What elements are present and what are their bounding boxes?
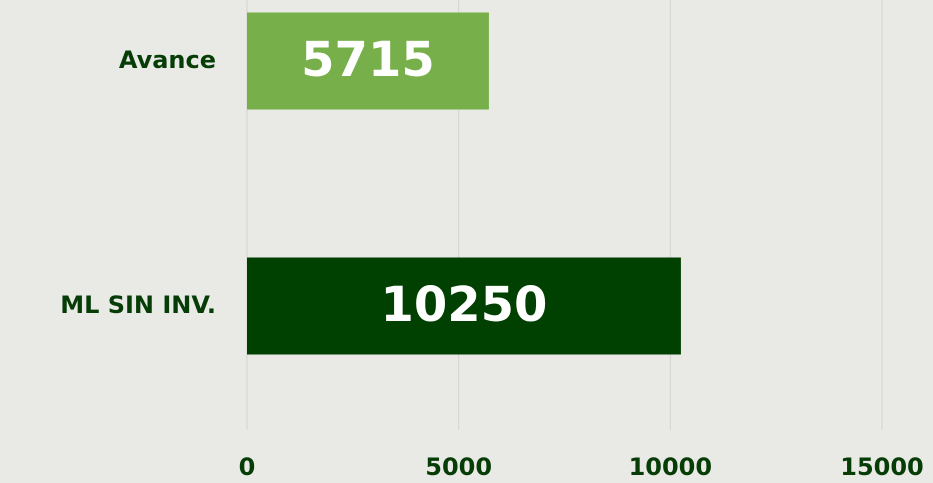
data-label: 10250 [380, 277, 547, 333]
x-tick-label: 5000 [425, 453, 492, 481]
data-label: 5715 [301, 32, 435, 88]
category-label: ML SIN INV. [60, 291, 216, 319]
bar [247, 257, 681, 355]
x-tick-label: 15000 [840, 453, 924, 481]
bar [247, 12, 489, 110]
x-tick-label: 10000 [629, 453, 713, 481]
category-label: Avance [119, 46, 216, 74]
x-tick-label: 0 [239, 453, 256, 481]
